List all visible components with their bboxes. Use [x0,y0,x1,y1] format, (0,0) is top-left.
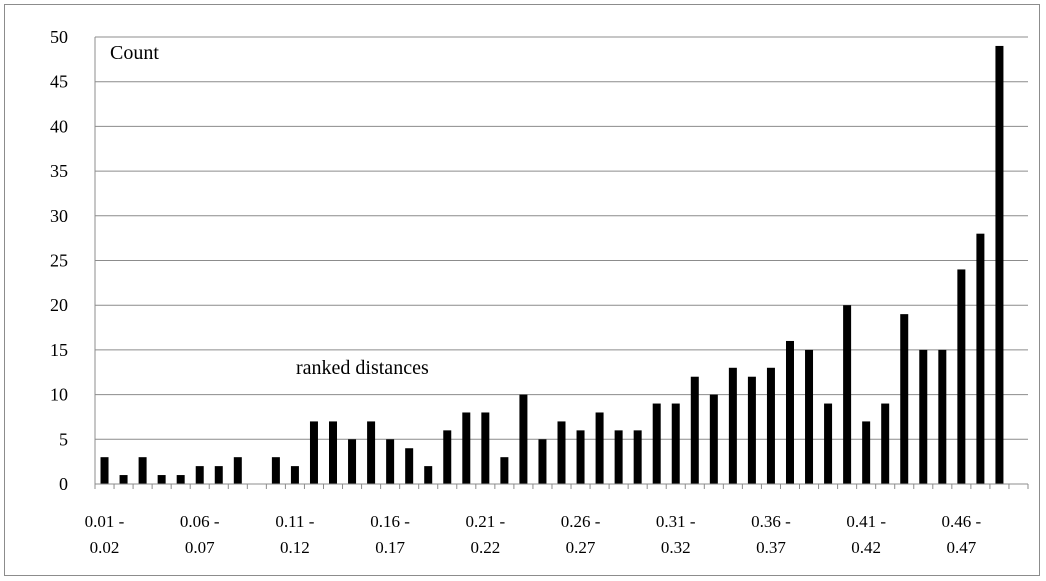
bar [995,45,1004,484]
x-tick-label-line2: 0.32 [661,538,691,557]
x-tick-label-line1: 0.16 - [370,512,410,531]
y-tick-label: 15 [50,340,68,360]
bar [785,340,794,484]
x-tick-label-line2: 0.17 [375,538,405,557]
bar [862,421,871,484]
x-tick-label: 0.11 - 0.12 [275,512,314,557]
bar [290,466,299,484]
bar [538,439,547,484]
y-tick-label: 50 [50,27,68,47]
bar [481,412,490,484]
bar [900,314,909,484]
x-tick-label: 0.31 - 0.32 [656,512,696,557]
x-tick-label-line2: 0.22 [470,538,500,557]
bar [119,475,128,484]
y-tick-label: 20 [50,295,68,315]
x-tick-label: 0.46 - 0.47 [942,512,982,557]
x-tick-label-line1: 0.06 - [180,512,220,531]
bar [614,430,623,484]
bar [176,475,185,484]
axes [94,37,1029,489]
bar [519,394,528,484]
x-tick-label-line1: 0.26 - [561,512,601,531]
y-tick-label: 40 [50,116,68,136]
x-tick-label-line1: 0.36 - [751,512,791,531]
bar [690,376,699,484]
y-tick-label: 0 [59,474,68,494]
bar [766,367,775,484]
bar [329,421,338,484]
bar [157,475,166,484]
bar [309,421,318,484]
bar [424,466,433,484]
bar [462,412,471,484]
bar [386,439,395,484]
x-tick-label: 0.41 - 0.42 [846,512,886,557]
bar [405,448,414,484]
bar [824,403,833,484]
y-tick-label: 10 [50,385,68,405]
x-tick-label: 0.01 - 0.02 [85,512,125,557]
annotation-count: Count [110,42,159,64]
x-tick-label-line2: 0.47 [946,538,976,557]
x-tick-label-line2: 0.07 [185,538,215,557]
bar [595,412,604,484]
bar [576,430,585,484]
x-tick-label-line1: 0.11 - [275,512,314,531]
gridlines [95,36,1028,440]
x-tick-label-line2: 0.02 [90,538,120,557]
bar [443,430,452,484]
bar [881,403,890,484]
bar [709,394,718,484]
annotation-ranked-distances: ranked distances [296,357,429,379]
y-tick-label: 25 [50,251,68,271]
x-tick-label: 0.36 - 0.37 [751,512,791,557]
bar [976,233,985,484]
bar [728,367,737,484]
y-tick-label: 30 [50,206,68,226]
bar [500,457,509,484]
bar [348,439,357,484]
x-tick-label-line1: 0.31 - [656,512,696,531]
y-axis-ticks: 0 5 10 15 20 25 30 35 40 45 50 [50,27,68,494]
x-axis-ticks: 0.01 - 0.02 0.06 - 0.07 0.11 - 0.12 0.16 - 0.17… [85,512,982,557]
bar [367,421,376,484]
x-tick-label: 0.26 - 0.27 [561,512,601,557]
x-tick-label: 0.16 - 0.17 [370,512,410,557]
x-tick-label-line2: 0.12 [280,538,310,557]
bar [919,349,928,484]
bar [138,457,147,484]
bars [100,45,1004,484]
bar [843,305,852,484]
x-tick-label-line1: 0.41 - [846,512,886,531]
x-tick-label-line1: 0.01 - [85,512,125,531]
y-tick-label: 45 [50,72,68,92]
bar [214,466,223,484]
x-tick-label: 0.21 - 0.22 [466,512,506,557]
x-tick-label-line2: 0.27 [566,538,596,557]
x-tick-label: 0.06 - 0.07 [180,512,220,557]
x-tick-label-line2: 0.37 [756,538,786,557]
bar [938,349,947,484]
bar [233,457,242,484]
x-tick-label-line1: 0.21 - [466,512,506,531]
bar [633,430,642,484]
bar [747,376,756,484]
x-tick-label-line1: 0.46 - [942,512,982,531]
bar [652,403,661,484]
bar [671,403,680,484]
y-tick-label: 5 [59,429,68,449]
bar [557,421,566,484]
bar [195,466,204,484]
bar [271,457,280,484]
x-tick-label-line2: 0.42 [851,538,881,557]
bar [100,457,109,484]
y-tick-label: 35 [50,161,68,181]
bar [805,349,814,484]
bar [957,269,966,484]
